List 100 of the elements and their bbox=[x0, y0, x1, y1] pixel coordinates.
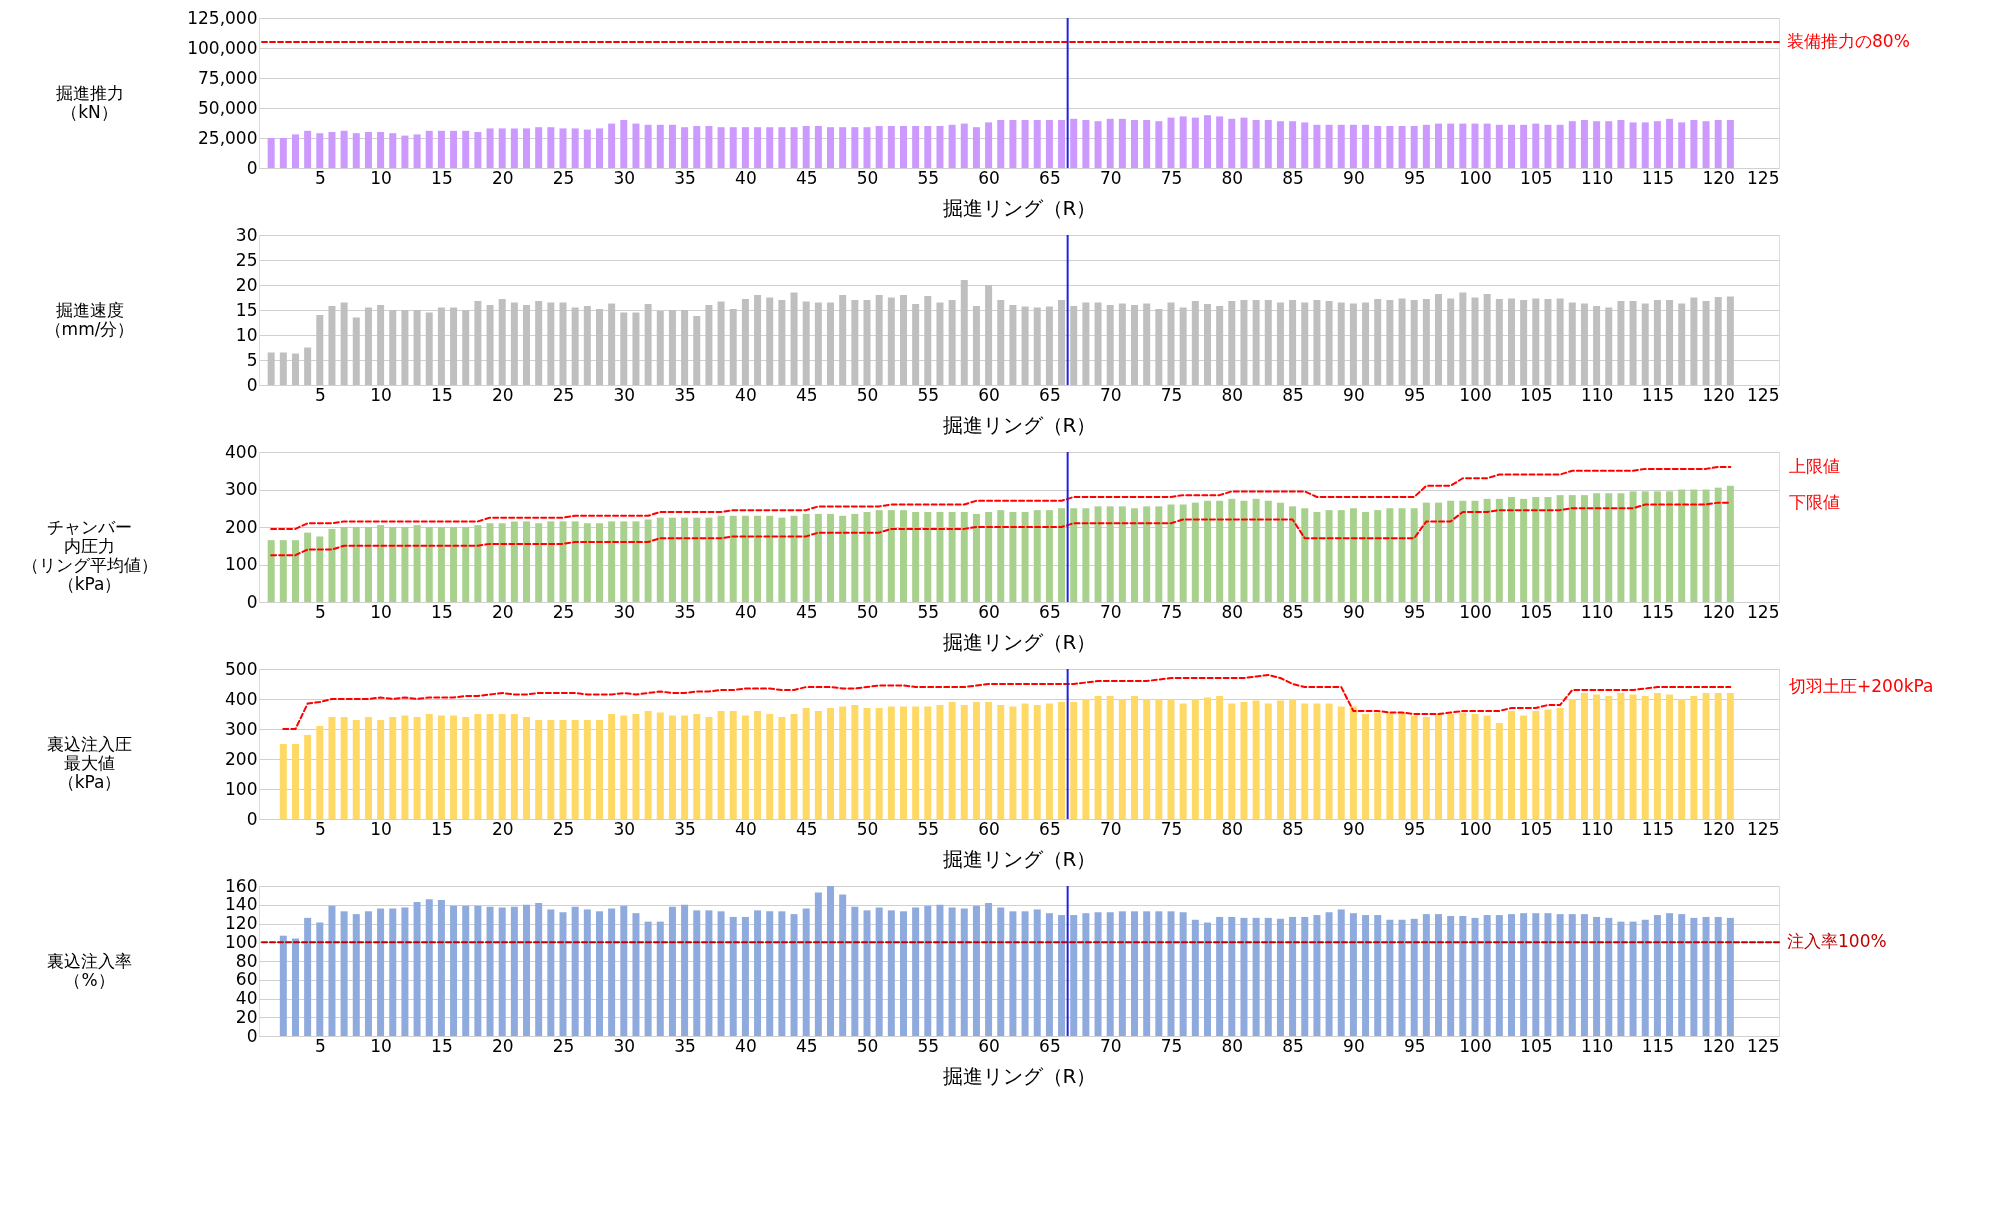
bar bbox=[1021, 911, 1029, 1036]
y-tick-label: 0 bbox=[246, 374, 258, 395]
x-tick-label: 95 bbox=[1403, 818, 1426, 839]
bar bbox=[304, 735, 312, 819]
bar bbox=[705, 517, 713, 602]
bar bbox=[790, 292, 798, 385]
bar bbox=[1155, 309, 1163, 385]
x-tick-label: 90 bbox=[1343, 1035, 1365, 1056]
bar bbox=[827, 886, 835, 1036]
bar bbox=[559, 912, 567, 1036]
x-tick-label: 5 bbox=[314, 818, 326, 839]
bar bbox=[401, 310, 409, 385]
bar bbox=[1435, 123, 1443, 168]
bar bbox=[595, 128, 603, 168]
bar bbox=[304, 532, 312, 602]
bar bbox=[960, 705, 968, 819]
x-tick-label: 115 bbox=[1641, 167, 1675, 188]
bar bbox=[1507, 711, 1515, 819]
bar bbox=[583, 909, 591, 1036]
bar bbox=[693, 910, 701, 1036]
bar bbox=[924, 706, 932, 819]
bar bbox=[425, 899, 433, 1036]
bar bbox=[1641, 491, 1649, 602]
bar bbox=[547, 521, 555, 602]
bar bbox=[389, 527, 397, 602]
x-tick-label: 85 bbox=[1282, 167, 1304, 188]
bar bbox=[1349, 124, 1357, 168]
bar bbox=[1593, 916, 1601, 1036]
bar bbox=[1459, 123, 1467, 168]
x-tick-label: 105 bbox=[1520, 167, 1553, 188]
bar bbox=[1532, 123, 1540, 168]
bar bbox=[328, 132, 336, 168]
bar bbox=[1228, 703, 1236, 819]
bar bbox=[1593, 121, 1601, 168]
bar bbox=[1240, 500, 1248, 602]
bar bbox=[741, 299, 749, 385]
bar bbox=[1094, 121, 1102, 168]
bar bbox=[279, 744, 287, 819]
bar bbox=[1568, 495, 1576, 602]
bar bbox=[1471, 123, 1479, 168]
bar bbox=[413, 134, 421, 168]
bar bbox=[875, 907, 883, 1036]
bar bbox=[863, 910, 871, 1036]
bar bbox=[863, 300, 871, 385]
bar bbox=[462, 310, 470, 385]
x-tick-label: 80 bbox=[1221, 601, 1244, 622]
bar bbox=[778, 300, 786, 385]
bar bbox=[802, 708, 810, 819]
bar bbox=[1702, 489, 1710, 602]
bar bbox=[1349, 508, 1357, 602]
bar bbox=[1094, 302, 1102, 385]
bar bbox=[1544, 124, 1552, 168]
bar bbox=[1617, 921, 1625, 1036]
bar bbox=[1374, 915, 1382, 1036]
bar bbox=[1131, 508, 1139, 602]
bar bbox=[1666, 491, 1674, 602]
bar bbox=[1617, 120, 1625, 168]
bar bbox=[1045, 510, 1053, 602]
bar bbox=[474, 301, 482, 385]
bar bbox=[1362, 915, 1370, 1036]
y-tick-label: 100 bbox=[225, 931, 258, 952]
ref-line-label: 注入率100% bbox=[1787, 931, 1887, 952]
bar bbox=[1447, 714, 1455, 819]
x-tick-label: 90 bbox=[1343, 818, 1365, 839]
bar bbox=[1617, 693, 1625, 819]
y-tick-label: 60 bbox=[235, 969, 258, 990]
bar bbox=[936, 512, 944, 602]
bar bbox=[1641, 303, 1649, 385]
x-tick-label: 115 bbox=[1641, 818, 1675, 839]
x-axis-title: 掘進リング（R） bbox=[942, 629, 1097, 654]
x-tick-label: 15 bbox=[431, 601, 453, 622]
x-tick-label: 5 bbox=[314, 384, 326, 405]
bar bbox=[1337, 510, 1345, 602]
bar bbox=[1690, 696, 1698, 819]
bar bbox=[1447, 298, 1455, 385]
bar bbox=[1313, 703, 1321, 819]
x-tick-label: 55 bbox=[917, 818, 940, 839]
bar bbox=[389, 310, 397, 385]
bar bbox=[304, 347, 312, 385]
bar bbox=[1386, 712, 1394, 819]
bar bbox=[1435, 502, 1443, 602]
bar bbox=[1106, 506, 1114, 602]
bar bbox=[486, 305, 494, 385]
bar bbox=[729, 515, 737, 602]
bar bbox=[948, 907, 956, 1036]
bar bbox=[1495, 124, 1503, 168]
bar bbox=[1009, 305, 1017, 385]
bar bbox=[1264, 917, 1272, 1036]
bar bbox=[839, 295, 847, 385]
bar bbox=[1045, 913, 1053, 1036]
bar bbox=[790, 127, 798, 168]
bar bbox=[389, 908, 397, 1036]
bar bbox=[1593, 694, 1601, 819]
bar bbox=[1228, 301, 1236, 385]
bar bbox=[1203, 304, 1211, 385]
bar bbox=[1106, 912, 1114, 1036]
bar bbox=[1252, 917, 1260, 1036]
x-tick-label: 10 bbox=[370, 818, 392, 839]
x-tick-label: 40 bbox=[735, 1035, 757, 1056]
bar bbox=[1714, 693, 1722, 819]
